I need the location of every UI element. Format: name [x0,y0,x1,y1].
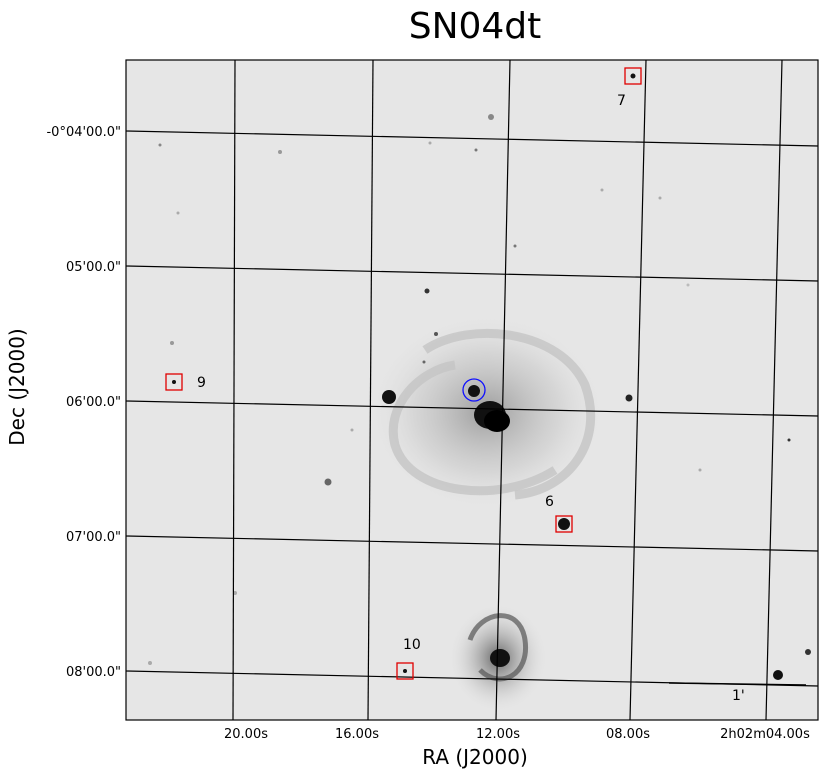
marker-label-10: 10 [403,637,421,653]
ra-tick-label: 2h02m04.00s [720,727,810,742]
marker-box-6 [555,515,573,533]
scale-bar-label: 1' [732,688,745,704]
spiral-arm [388,360,558,496]
star [172,380,176,384]
coordinate-grid [126,60,818,720]
star [805,649,811,655]
y-axis-label: Dec (J2000) [5,328,29,445]
plot-frame [125,59,819,721]
marker-label-9: 9 [197,375,206,391]
dec-tick-label: 05'00.0" [66,260,121,275]
dec-tick-label: 07'00.0" [66,530,121,545]
star [488,114,494,120]
star [600,188,604,192]
star [558,518,570,530]
galaxy-companion [468,385,480,397]
ra-gridline [495,60,511,720]
dec-gridline [126,535,818,552]
star [428,141,432,145]
galaxy-core [484,410,510,432]
star [630,73,636,79]
star [434,332,438,336]
star [474,148,478,152]
ra-tick-label: 08.00s [606,727,650,742]
marker-box-10 [396,662,414,680]
ra-gridline [367,60,374,720]
supernova-circle [462,378,486,402]
dec-tick-label: 08'00.0" [66,665,121,680]
dec-gridline [126,265,818,282]
star [422,360,426,364]
ra-gridline [765,60,783,720]
star [278,150,282,154]
star [787,438,791,442]
dec-tick-label: -0°04'00.0" [46,125,121,140]
star [773,670,783,680]
dec-gridline [126,130,818,147]
star [170,341,174,345]
star [625,394,633,402]
star [324,478,332,486]
star [513,244,517,248]
star [233,591,237,595]
marker-box-9 [165,373,183,391]
star [350,428,354,432]
star [424,288,430,294]
star [686,283,690,287]
dec-gridline [126,400,818,417]
sources [148,73,811,713]
star [176,211,180,215]
ra-tick-label: 12.00s [476,727,520,742]
star [658,196,662,200]
x-axis-label: RA (J2000) [422,745,528,769]
spiral-arm [422,329,596,500]
star [698,468,702,472]
marker-label-6: 6 [545,494,554,510]
star [382,390,396,404]
scale-bar [668,682,807,686]
galaxy-core [490,649,510,667]
dec-tick-label: 06'00.0" [66,395,121,410]
marker-label-7: 7 [617,93,626,109]
star [148,661,152,665]
ra-tick-label: 16.00s [335,727,379,742]
star [403,669,407,673]
ra-gridline [232,60,236,720]
marker-box-7 [624,67,642,85]
ra-gridline [629,60,647,720]
star [158,143,162,147]
chart-title: SN04dt [409,6,542,47]
ra-tick-label: 20.00s [224,727,268,742]
